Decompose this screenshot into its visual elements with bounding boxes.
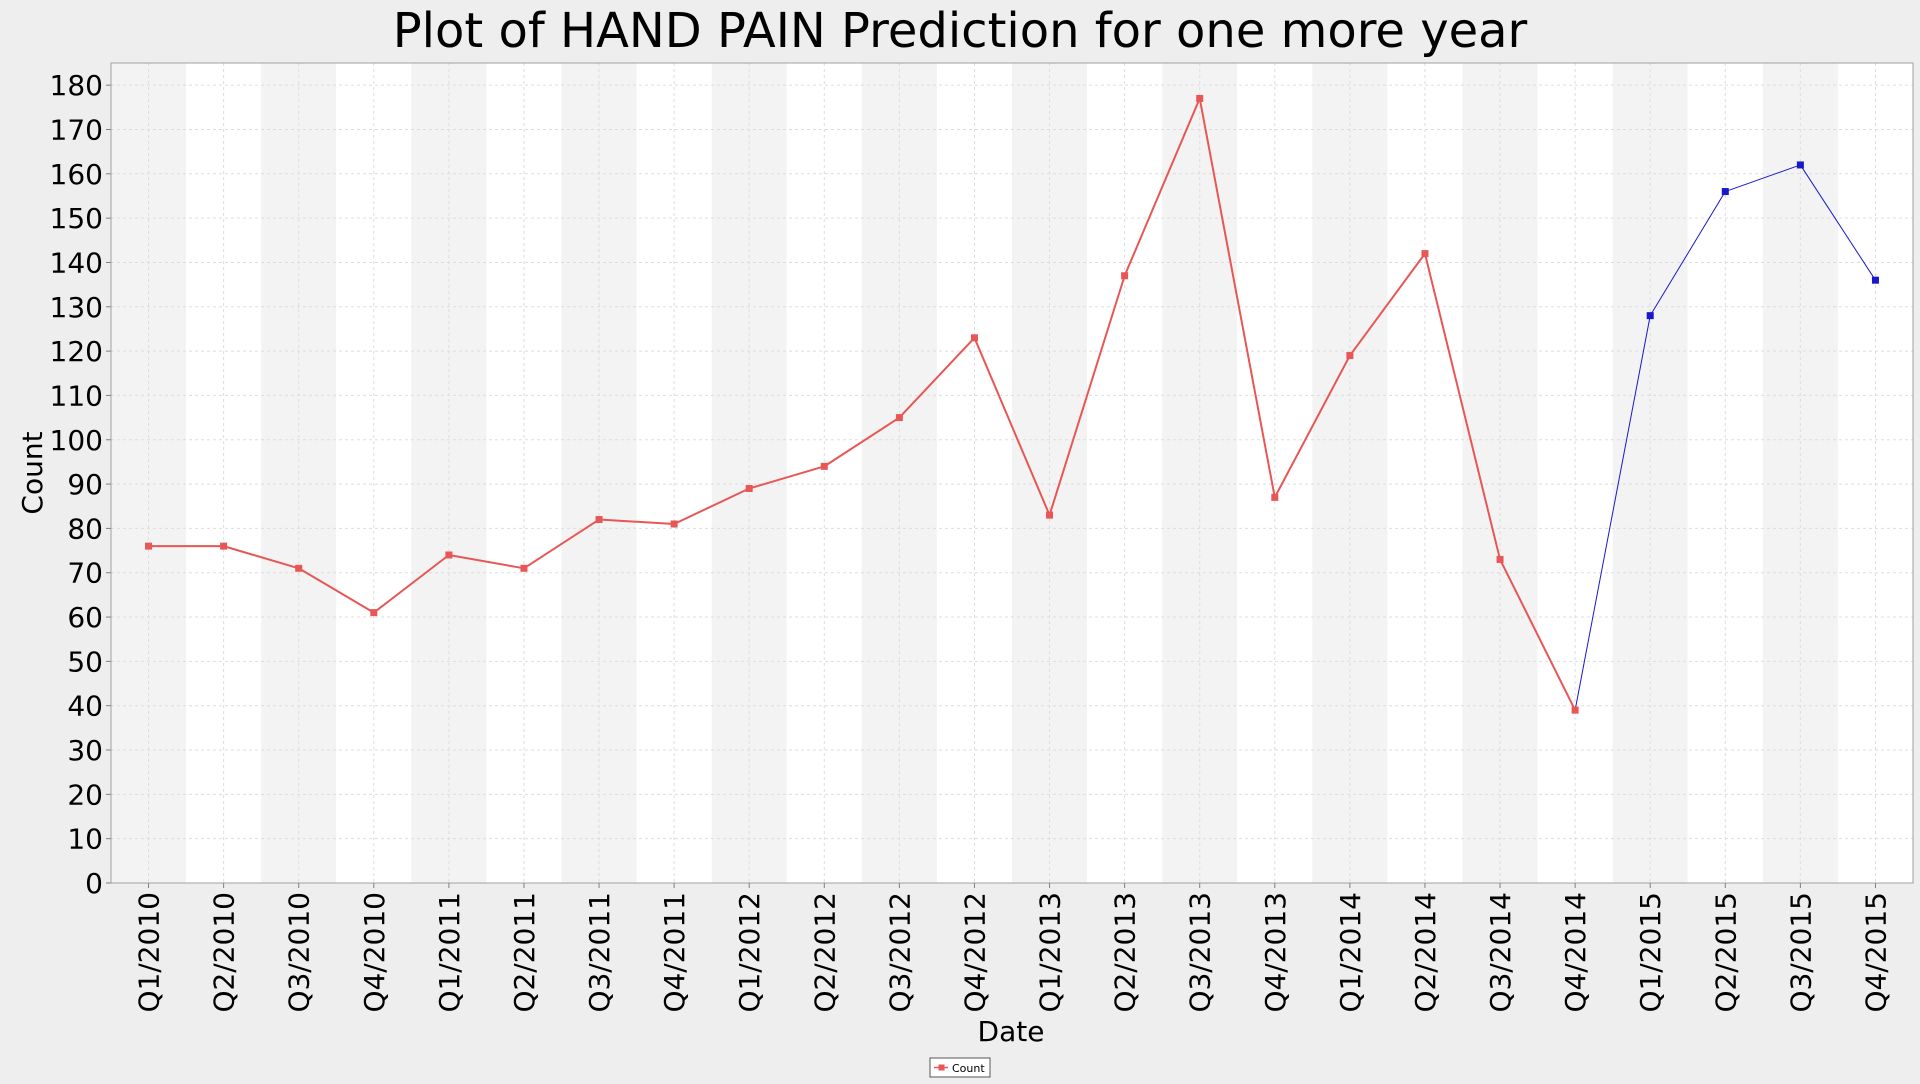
y-tick-label: 50 — [67, 645, 103, 678]
x-tick-label: Q4/2015 — [1859, 892, 1892, 1013]
y-tick-label: 170 — [50, 113, 103, 146]
x-tick-label: Q1/2013 — [1034, 892, 1067, 1013]
data-point — [1196, 94, 1204, 102]
x-tick-label: Q2/2015 — [1709, 892, 1742, 1013]
x-tick-label: Q3/2013 — [1184, 892, 1217, 1013]
y-tick-label: 100 — [50, 424, 103, 457]
x-tick-label: Q1/2011 — [433, 892, 466, 1013]
data-point — [370, 609, 378, 617]
y-tick-label: 30 — [67, 734, 103, 767]
data-point — [745, 485, 753, 493]
data-point — [520, 564, 528, 572]
x-tick-label: Q3/2015 — [1784, 892, 1817, 1013]
x-tick-label: Q2/2013 — [1109, 892, 1142, 1013]
x-tick-label: Q4/2011 — [658, 892, 691, 1013]
plot-border — [110, 62, 1914, 884]
x-tick-label: Q4/2012 — [958, 892, 991, 1013]
x-tick-label: Q2/2014 — [1409, 892, 1442, 1013]
data-point — [895, 414, 903, 422]
data-point — [1121, 272, 1129, 280]
legend-marker — [938, 1064, 945, 1071]
data-point — [670, 520, 678, 528]
y-axis-label: Count — [16, 431, 49, 514]
data-point — [1421, 250, 1429, 258]
data-point — [1721, 188, 1729, 196]
data-point — [145, 542, 153, 550]
y-tick-label: 110 — [50, 379, 103, 412]
data-point — [1871, 276, 1879, 284]
y-tick-label: 140 — [50, 246, 103, 279]
data-point — [445, 551, 453, 559]
x-tick-label: Q3/2011 — [583, 892, 616, 1013]
series-line — [148, 97, 1577, 711]
x-tick-label: Q2/2011 — [508, 892, 541, 1013]
x-tick-label: Q1/2015 — [1634, 892, 1667, 1013]
x-tick-label: Q4/2013 — [1259, 892, 1292, 1013]
data-point — [1046, 511, 1054, 519]
y-tick-label: 0 — [85, 867, 103, 900]
legend-box — [929, 1057, 991, 1078]
y-tick-label: 160 — [50, 158, 103, 191]
x-tick-label: Q3/2012 — [883, 892, 916, 1013]
x-tick-label: Q2/2012 — [808, 892, 841, 1013]
x-tick-label: Q2/2010 — [208, 892, 241, 1013]
x-axis-label: Date — [978, 1015, 1045, 1048]
x-tick-label: Q1/2012 — [733, 892, 766, 1013]
x-tick-label: Q4/2010 — [358, 892, 391, 1013]
y-tick-label: 120 — [50, 335, 103, 368]
y-tick-label: 60 — [67, 601, 103, 634]
category-bands — [111, 63, 1913, 883]
data-point — [970, 334, 978, 342]
y-tick-label: 70 — [67, 557, 103, 590]
y-tick-label: 10 — [67, 823, 103, 856]
data-point — [1571, 706, 1579, 714]
data-point — [295, 564, 303, 572]
data-point — [1271, 493, 1279, 501]
data-point — [220, 542, 228, 550]
legend-label: Count — [952, 1062, 985, 1075]
y-tick-label: 130 — [50, 291, 103, 324]
y-tick-label: 150 — [50, 202, 103, 235]
x-tick-label: Q4/2014 — [1559, 892, 1592, 1013]
legend: Count — [929, 1057, 991, 1078]
x-tick-label: Q1/2014 — [1334, 892, 1367, 1013]
data-point — [1796, 161, 1804, 169]
data-point — [595, 516, 603, 524]
y-axis: 0 10 20 30 40 50 60 70 80 90 100 110 120 130 140 150 160… — [50, 69, 111, 900]
series-points — [145, 94, 1879, 714]
chart-title: Plot of HAND PAIN Prediction for one mor… — [393, 3, 1528, 59]
y-tick-label: 90 — [67, 468, 103, 501]
data-point — [1346, 352, 1354, 360]
y-tick-label: 180 — [50, 69, 103, 102]
data-point — [820, 462, 828, 470]
grid-lines — [111, 63, 1913, 884]
y-tick-label: 80 — [67, 512, 103, 545]
x-tick-label: Q3/2010 — [283, 892, 316, 1013]
data-point — [1646, 312, 1654, 320]
x-tick-label: Q1/2010 — [133, 892, 166, 1013]
x-axis: Q1/2010 Q2/2010 Q3/2010 Q4/2010 Q1/2011 Q2/20… — [133, 883, 1892, 1013]
x-tick-label: Q3/2014 — [1484, 892, 1517, 1013]
data-point — [1496, 555, 1504, 563]
y-tick-label: 40 — [67, 690, 103, 723]
y-tick-label: 20 — [67, 778, 103, 811]
